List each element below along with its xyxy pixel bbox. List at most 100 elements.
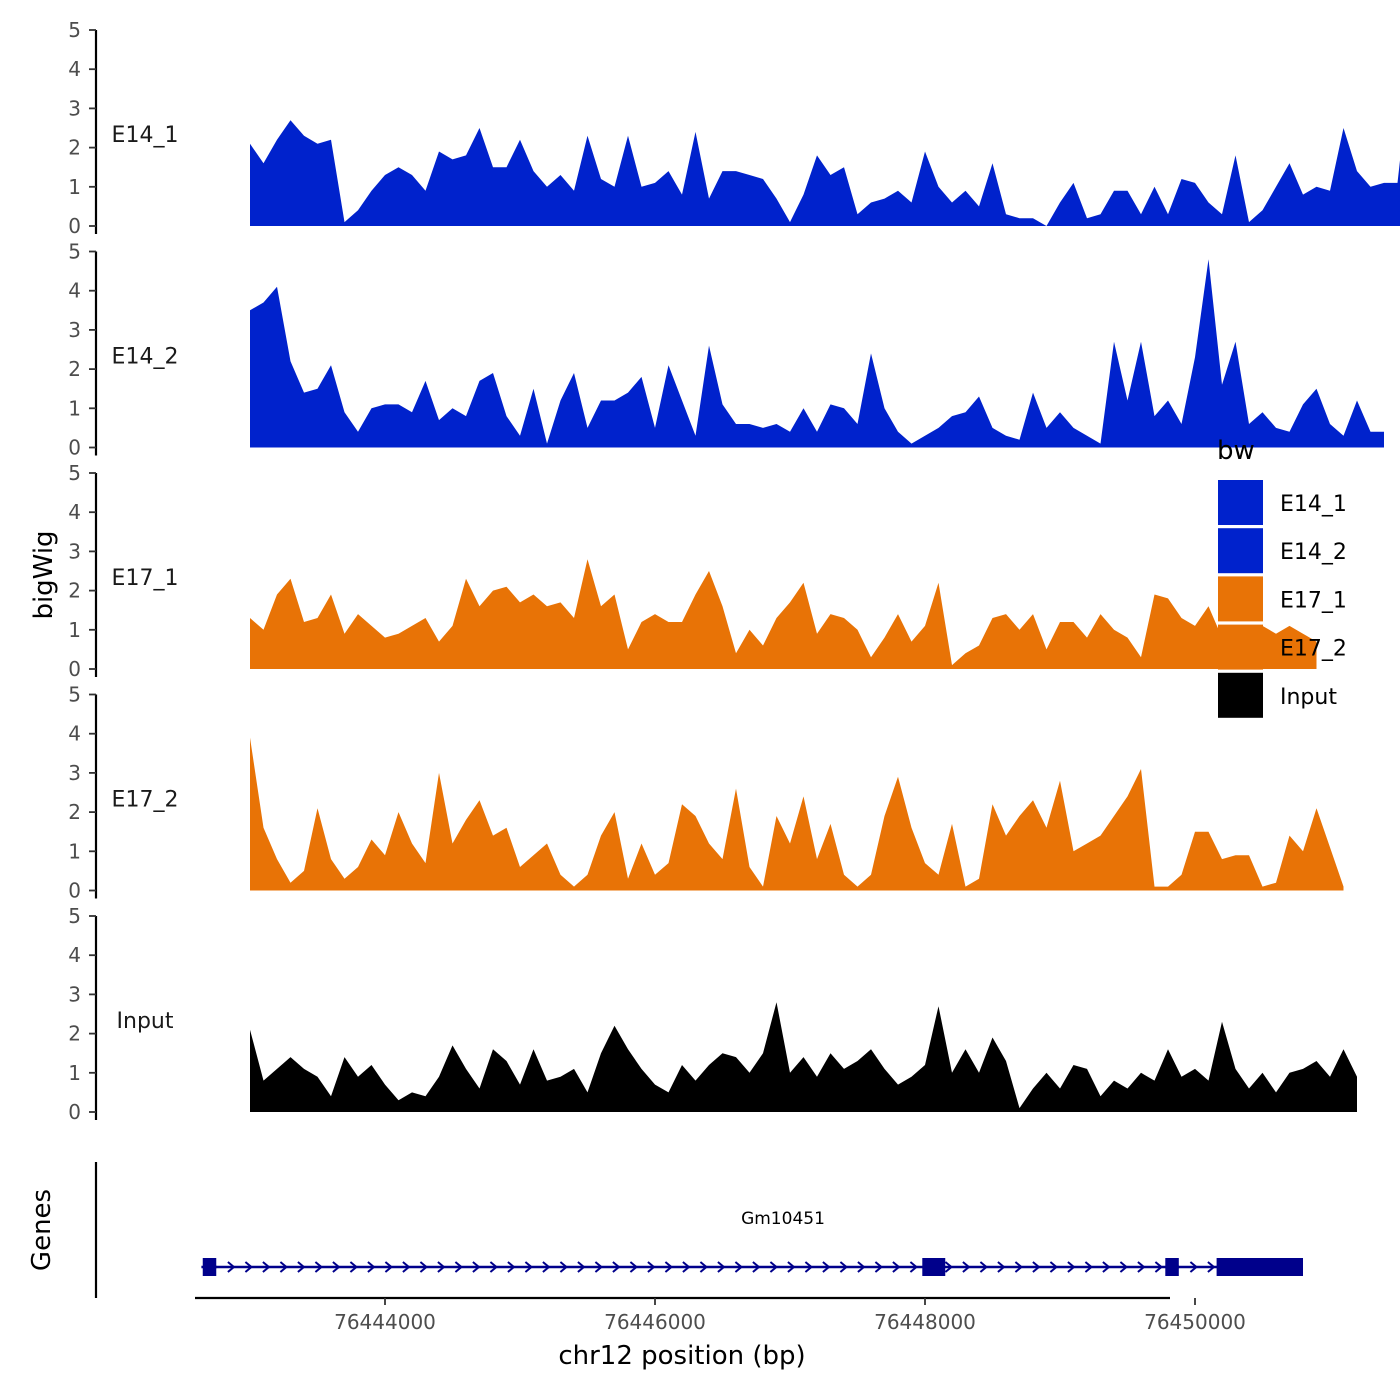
strand-arrow xyxy=(1084,1261,1093,1273)
strand-arrow xyxy=(332,1261,341,1273)
track-label-E17_1: E17_1 xyxy=(112,566,179,591)
legend-label: Input xyxy=(1280,685,1337,710)
legend-entry-E14_1: E14_1 xyxy=(1218,480,1347,525)
y-tick-label: 0 xyxy=(68,214,81,238)
strand-arrow xyxy=(594,1261,603,1273)
track-E17_1: 0 1 2 3 4 5 E17_1 xyxy=(68,461,1317,681)
strand-arrow xyxy=(454,1261,463,1273)
strand-arrow xyxy=(1137,1261,1146,1273)
strand-arrow xyxy=(822,1261,831,1273)
x-axis: chr12 position (bp) 76444000 76446000 7644… xyxy=(195,1296,1246,1371)
track-E17_2: 0 1 2 3 4 5 E17_2 xyxy=(68,683,1344,903)
strand-arrow xyxy=(419,1261,428,1273)
strand-arrow xyxy=(839,1261,848,1273)
y-tick-label: 4 xyxy=(68,943,81,967)
y-tick-label: 0 xyxy=(68,436,81,460)
legend-swatch xyxy=(1218,528,1263,574)
strand-arrow xyxy=(647,1261,656,1273)
strand-arrow xyxy=(1189,1261,1198,1273)
strand-arrow xyxy=(1102,1261,1111,1273)
strand-arrow xyxy=(1014,1261,1023,1273)
strand-arrow xyxy=(472,1261,481,1273)
legend-entry-Input: Input xyxy=(1218,672,1337,718)
y-tick-label: 2 xyxy=(68,1022,81,1046)
strand-arrow xyxy=(962,1261,971,1273)
legend-entry-E17_1: E17_1 xyxy=(1218,576,1347,622)
x-tick-label: 76448000 xyxy=(874,1310,976,1334)
legend-swatch xyxy=(1218,624,1263,670)
y-tick-label: 0 xyxy=(68,879,81,903)
y-tick-label: 3 xyxy=(68,539,81,563)
strand-arrow xyxy=(979,1261,988,1273)
strand-arrow xyxy=(559,1261,568,1273)
strand-arrow xyxy=(542,1261,551,1273)
strand-arrow xyxy=(402,1261,411,1273)
legend-title: bw xyxy=(1217,436,1255,466)
strand-arrow xyxy=(349,1261,358,1273)
y-tick-label: 2 xyxy=(68,579,81,603)
gene-model xyxy=(201,1258,1303,1276)
y-tick-label: 4 xyxy=(68,722,81,746)
x-axis-title: chr12 position (bp) xyxy=(558,1341,805,1371)
y-tick-label: 1 xyxy=(68,618,81,642)
gene-name-label: Gm10451 xyxy=(741,1209,825,1229)
area-Input xyxy=(250,1002,1357,1112)
strand-arrow xyxy=(437,1261,446,1273)
strand-arrow xyxy=(629,1261,638,1273)
strand-arrow xyxy=(769,1261,778,1273)
y-axis-title: bigWig xyxy=(29,530,59,619)
y-tick-label: 4 xyxy=(68,57,81,81)
strand-arrow xyxy=(314,1261,323,1273)
genes-axis-title: Genes xyxy=(27,1189,57,1271)
strand-arrow xyxy=(577,1261,586,1273)
strand-arrow xyxy=(892,1261,901,1273)
legend-label: E14_1 xyxy=(1280,492,1347,517)
strand-arrow xyxy=(1154,1261,1163,1273)
strand-arrow xyxy=(279,1261,288,1273)
y-tick-label: 3 xyxy=(68,761,81,785)
strand-arrow xyxy=(612,1261,621,1273)
strand-arrow xyxy=(717,1261,726,1273)
y-tick-label: 5 xyxy=(68,240,81,264)
area-E17_1 xyxy=(250,559,1317,669)
strand-arrow xyxy=(1049,1261,1058,1273)
strand-arrow xyxy=(944,1261,953,1273)
strand-arrow xyxy=(297,1261,306,1273)
strand-arrow xyxy=(244,1261,253,1273)
strand-arrow xyxy=(699,1261,708,1273)
y-tick-label: 5 xyxy=(68,904,81,928)
gene-exon xyxy=(1216,1258,1303,1276)
strand-arrow xyxy=(1119,1261,1128,1273)
legend: bw E14_1 E14_2 E17_1 E17_2 Input xyxy=(1217,436,1347,718)
y-tick-label: 1 xyxy=(68,839,81,863)
y-tick-label: 0 xyxy=(68,657,81,681)
strand-arrow xyxy=(664,1261,673,1273)
area-E17_2 xyxy=(250,737,1344,891)
gene-exon xyxy=(1165,1258,1179,1276)
y-tick-label: 4 xyxy=(68,500,81,524)
strand-arrow xyxy=(909,1261,918,1273)
y-tick-label: 5 xyxy=(68,18,81,42)
strand-arrow xyxy=(752,1261,761,1273)
legend-entry-E17_2: E17_2 xyxy=(1218,624,1347,670)
strand-arrow xyxy=(524,1261,533,1273)
strand-arrow xyxy=(489,1261,498,1273)
strand-arrow xyxy=(997,1261,1006,1273)
area-E14_2 xyxy=(250,259,1384,448)
legend-label: E14_2 xyxy=(1280,540,1347,565)
track-label-E14_2: E14_2 xyxy=(112,345,179,370)
strand-arrow xyxy=(787,1261,796,1273)
y-axis-title-group: bigWig xyxy=(29,530,59,619)
tracks-layer: 0 1 2 3 4 5 E14_1 0 1 2 3 4 5 E14_2 0 1 2 3 4 5 E17_1 0 1 2 3 4 5 E… xyxy=(68,18,1400,1124)
strand-arrow xyxy=(682,1261,691,1273)
y-tick-label: 5 xyxy=(68,683,81,707)
strand-arrow xyxy=(227,1261,236,1273)
strand-arrow xyxy=(507,1261,516,1273)
track-Input: 0 1 2 3 4 5 Input xyxy=(68,904,1357,1124)
y-tick-label: 4 xyxy=(68,279,81,303)
track-label-E17_2: E17_2 xyxy=(112,788,179,813)
legend-label: E17_1 xyxy=(1280,588,1347,613)
legend-entry-E14_2: E14_2 xyxy=(1218,528,1347,574)
strand-arrow xyxy=(734,1261,743,1273)
y-tick-label: 2 xyxy=(68,136,81,160)
